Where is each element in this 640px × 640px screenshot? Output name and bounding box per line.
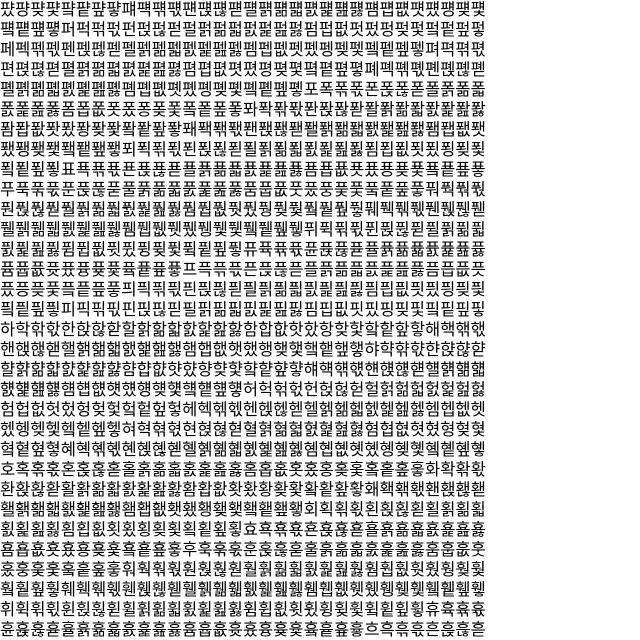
glyph-row: 퐘퐙퐚퐛퐜퐝퐞퐟퐠퐡퐢퐣퐤퐥퐦퐧퐨퐩퐪퐫퐬퐭퐮퐯퐰퐱퐲퐳퐴퐵퐶퐷 bbox=[0, 120, 486, 139]
glyph-row: 퐸퐹퐺퐻퐼퐽퐾퐿푀푁푂푃푄푅푆푇푈푉푊푋푌푍푎푏푐푑푒푓푔푕푖푗 bbox=[0, 140, 486, 159]
glyph-row: 하학핚핛한핝핞핟할핡핢핣핤핥핦핧함합핪핫핬항핮핯핰핱핲핳해핵핶핷 bbox=[0, 320, 486, 339]
glyph-row: 픸픹픺픻피픽픾픿핀핁핂핃필핅핆핇핈핉핊핋핌핍핎핏핐핑핒핓핔핕핖핗 bbox=[0, 300, 486, 319]
glyph-row: 환홙홚홛활홝홞홟홠홡홢홣홤홥홦홧홨황홪홫홬홭홮홯홰홱홲홳홴홵홶홷 bbox=[0, 480, 486, 499]
glyph-row: 훘훙훚훛훜훝훞훟훠훡훢훣훤훥훦훧훨훩훪훫훬훭훮훯훰훱훲훳훴훵훶훷 bbox=[0, 560, 486, 579]
glyph-row: 횸횹횺횻횼횽횾횿훀훁훂훃후훅훆훇훈훉훊훋훌훍훎훏훐훑훒훓훔훕훖훗 bbox=[0, 540, 486, 559]
glyph-row: 휘휙휚휛휜휝휞휟휠휡휢휣휤휥휦휧휨휩휪휫휬휭휮휯휰휱휲휳휴휵휶휷 bbox=[0, 600, 486, 619]
glyph-row: 풸풹풺풻풼풽풾풿퓀퓁퓂퓃퓄퓅퓆퓇퓈퓉퓊퓋퓌퓍퓎퓏퓐퓑퓒퓓퓔퓕퓖퓗 bbox=[0, 220, 486, 239]
glyph-row: 횘횙횚횛횜횝횞횟횠횡횢횣횤횥횦횧효횩횪횫횬횭횮횯횰횱횲횳횴횵횶횷 bbox=[0, 520, 486, 539]
glyph-row: 푸푹푺푻푼푽푾푿풀풁풂풃풄풅풆풇품풉풊풋풌풍풎풏풐풑풒풓풔풕풖풗 bbox=[0, 180, 486, 199]
glyph-row: 퓘퓙퓚퓛퓜퓝퓞퓟퓠퓡퓢퓣퓤퓥퓦퓧퓨퓩퓪퓫퓬퓭퓮퓯퓰퓱퓲퓳퓴퓵퓶퓷 bbox=[0, 240, 486, 259]
glyph-row: 홸홹홺홻홼홽홾홿횀횁횂횃횄횅횆횇횈횉횊횋회획횎횏횐횑횒횓횔횕횖횗 bbox=[0, 500, 486, 519]
glyph-row: 험헙헚헛헜헝헞헟헠헡헢헣헤헥헦헧헨헩헪헫헬헭헮헯헰헱헲헳헴헵헶헷 bbox=[0, 400, 486, 419]
glyph-row: 폘폙폚폛폜폝폞폟폠폡폢폣폤폥폦폧폨폩폪폫포폭폮폯폰폱폲폳폴폵폶폷 bbox=[0, 80, 486, 99]
glyph-row: 풘풙풚풛풜풝풞풟풠풡풢풣풤풥풦풧풨풩풪풫풬풭풮풯풰풱풲풳풴풵풶풷 bbox=[0, 200, 486, 219]
glyph-row: 퍘퍙퍚퍛퍜퍝퍞퍟퍠퍡퍢퍣퍤퍥퍦퍧퍨퍩퍪퍫퍬퍭퍮퍯퍰퍱퍲퍳퍴퍵퍶퍷 bbox=[0, 0, 486, 19]
glyph-row: 햸햹햺햻햼햽햾햿헀헁헂헃헄헅헆헇허헉헊헋헌헍헎헏헐헑헒헓헔헕헖헗 bbox=[0, 380, 486, 399]
glyph-row: 폸폹폺폻폼폽폾폿퐀퐁퐂퐃퐄퐅퐆퐇퐈퐉퐊퐋퐌퐍퐎퐏퐐퐑퐒퐓퐔퐕퐖퐗 bbox=[0, 100, 486, 119]
glyph-row: 훸훹훺훻훼훽훾훿휀휁휂휃휄휅휆휇휈휉휊휋휌휍휎휏휐휑휒휓휔휕휖휗 bbox=[0, 580, 486, 599]
glyph-row: 퓸퓹퓺퓻퓼퓽퓾퓿픀픁픂픃프픅픆픇픈픉픊픋플픍픎픏픐픑픒픓픔픕픖픗 bbox=[0, 260, 486, 279]
glyph-row: 퍸퍹퍺퍻퍼퍽퍾퍿펀펁펂펃펄펅펆펇펈펉펊펋펌펍펎펏펐펑펒펓펔펕펖펗 bbox=[0, 20, 486, 39]
glyph-row: 휸휹휺휻휼휽휾휿흀흁흂흃흄흅흆흇흈흉흊흋흌흍흎흏흐흑흒흓흔흕흖흗 bbox=[0, 620, 486, 639]
glyph-row: 헸헹헺헻헼헽헾헿혀혁혂혃현혅혆혇혈혉혊혋혌혍혎혏혐협혒혓혔형혖혗 bbox=[0, 420, 486, 439]
glyph-row: 푘푙푚푛표푝푞푟푠푡푢푣푤푥푦푧푨푩푪푫푬푭푮푯푰푱푲푳푴푵푶푷 bbox=[0, 160, 486, 179]
glyph-row: 핸핹핺핻핼핽핾핿햀햁햂햃햄햅햆햇했행햊햋햌햍햎햏햐햑햒햓햔햕햖햗 bbox=[0, 340, 486, 359]
glyph-row: 햘햙햚햛햜햝햞햟햠햡햢햣햤향햦햧햨햩햪햫햬햭햮햯햰햱햲햳햴햵햶햷 bbox=[0, 360, 486, 379]
glyph-row: 호혹혺혻혼혽혾혿홀홁홂홃홄홅홆홇홈홉홊홋홌홍홎홏홐홑홒홓화확홖홗 bbox=[0, 460, 486, 479]
glyph-row: 혘혙혚혛혜혝혞혟혠혡혢혣혤혥혦혧혨혩혪혫혬혭혮혯혰혱혲혳혴혵혶혷 bbox=[0, 440, 486, 459]
glyph-row: 픘픙픚픛픜픝픞픟픠픡픢픣픤픥픦픧픨픩픪픫픬픭픮픯픰픱픲픳픴픵픶픷 bbox=[0, 280, 486, 299]
glyph-row: 편펹펺펻펼펽펾펿폀폁폂폃폄폅폆폇폈평폊폋폌폍폎폏폐폑폒폓폔폕폖폗 bbox=[0, 60, 486, 79]
glyph-row: 페펙펚펛펜펝펞펟펠펡펢펣펤펥펦펧펨펩펪펫펬펭펮펯펰펱펲펳펴펵펶펷 bbox=[0, 40, 486, 59]
